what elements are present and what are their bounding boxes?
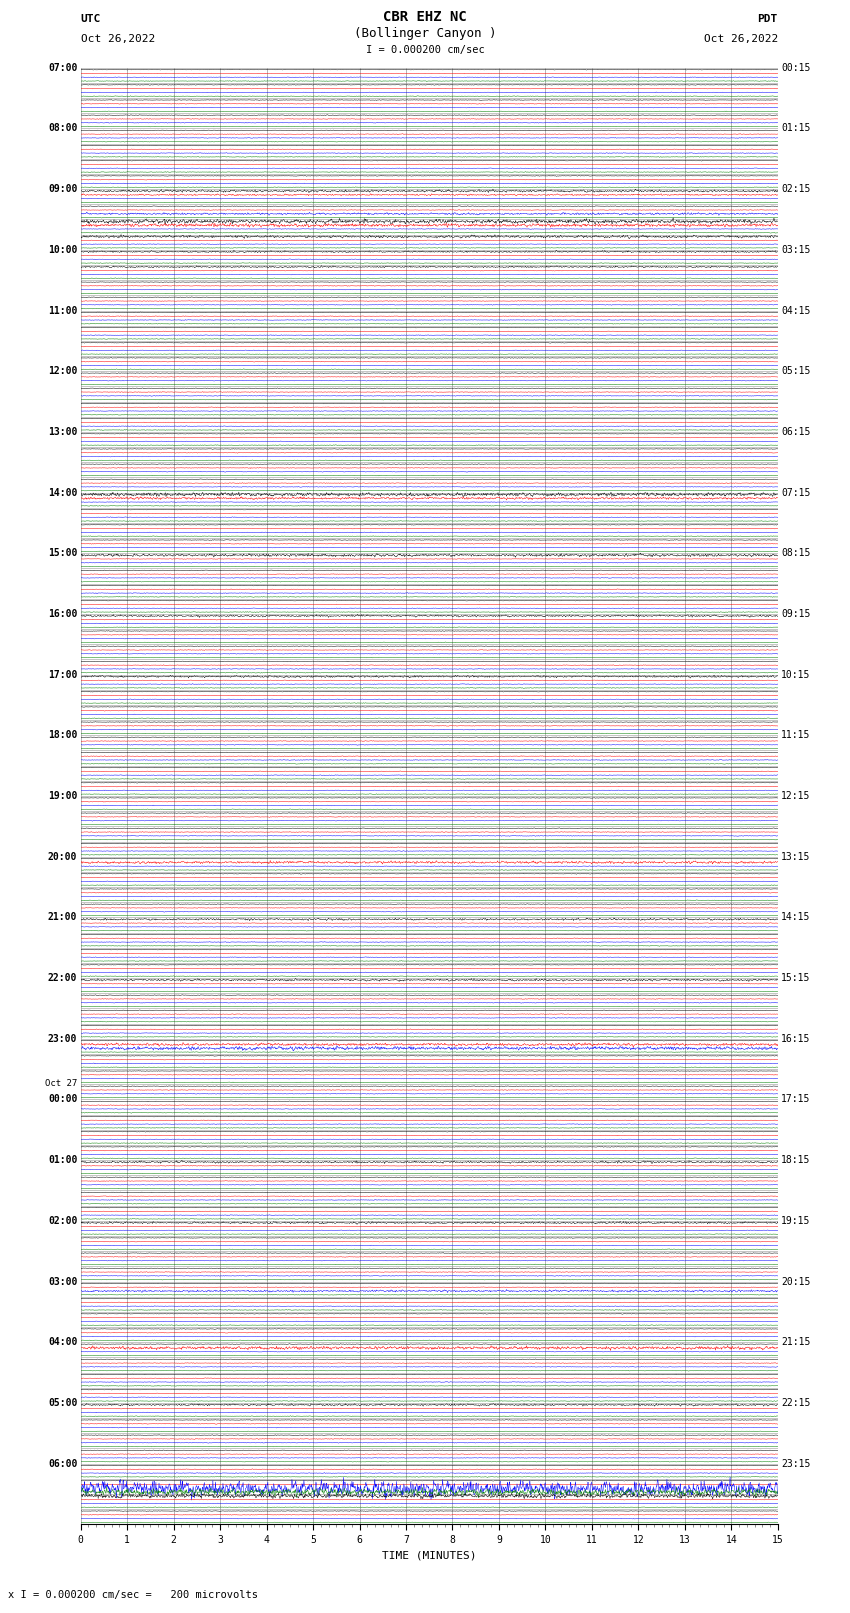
Text: 23:00: 23:00: [48, 1034, 77, 1044]
Text: 02:15: 02:15: [781, 184, 811, 194]
Text: 13:15: 13:15: [781, 852, 811, 861]
Text: 02:00: 02:00: [48, 1216, 77, 1226]
Text: 17:00: 17:00: [48, 669, 77, 679]
Text: 05:15: 05:15: [781, 366, 811, 376]
Text: 05:00: 05:00: [48, 1398, 77, 1408]
Text: 20:15: 20:15: [781, 1276, 811, 1287]
Text: 20:00: 20:00: [48, 852, 77, 861]
Text: 10:15: 10:15: [781, 669, 811, 679]
Text: 12:15: 12:15: [781, 790, 811, 802]
Text: 21:15: 21:15: [781, 1337, 811, 1347]
Text: 23:15: 23:15: [781, 1458, 811, 1468]
Text: Oct 26,2022: Oct 26,2022: [81, 34, 155, 44]
Text: 19:15: 19:15: [781, 1216, 811, 1226]
Text: 17:15: 17:15: [781, 1095, 811, 1105]
Text: 08:15: 08:15: [781, 548, 811, 558]
Text: 03:00: 03:00: [48, 1276, 77, 1287]
Text: 14:00: 14:00: [48, 487, 77, 497]
Text: 16:15: 16:15: [781, 1034, 811, 1044]
Text: 13:00: 13:00: [48, 427, 77, 437]
Text: x I = 0.000200 cm/sec =   200 microvolts: x I = 0.000200 cm/sec = 200 microvolts: [8, 1590, 258, 1600]
Text: 08:00: 08:00: [48, 124, 77, 134]
Text: I = 0.000200 cm/sec: I = 0.000200 cm/sec: [366, 45, 484, 55]
Text: 06:00: 06:00: [48, 1458, 77, 1468]
Text: Oct 27: Oct 27: [45, 1079, 77, 1087]
Text: 01:15: 01:15: [781, 124, 811, 134]
Text: 04:00: 04:00: [48, 1337, 77, 1347]
X-axis label: TIME (MINUTES): TIME (MINUTES): [382, 1550, 477, 1560]
Text: 03:15: 03:15: [781, 245, 811, 255]
Text: 19:00: 19:00: [48, 790, 77, 802]
Text: 22:00: 22:00: [48, 973, 77, 982]
Text: 00:15: 00:15: [781, 63, 811, 73]
Text: Oct 26,2022: Oct 26,2022: [704, 34, 778, 44]
Text: 09:00: 09:00: [48, 184, 77, 194]
Text: 12:00: 12:00: [48, 366, 77, 376]
Text: 18:00: 18:00: [48, 731, 77, 740]
Text: 07:15: 07:15: [781, 487, 811, 497]
Text: 18:15: 18:15: [781, 1155, 811, 1165]
Text: PDT: PDT: [757, 15, 778, 24]
Text: 07:00: 07:00: [48, 63, 77, 73]
Text: 00:00: 00:00: [48, 1095, 77, 1105]
Text: 21:00: 21:00: [48, 913, 77, 923]
Text: UTC: UTC: [81, 15, 101, 24]
Text: (Bollinger Canyon ): (Bollinger Canyon ): [354, 27, 496, 40]
Text: 10:00: 10:00: [48, 245, 77, 255]
Text: 22:15: 22:15: [781, 1398, 811, 1408]
Text: 01:00: 01:00: [48, 1155, 77, 1165]
Text: 15:00: 15:00: [48, 548, 77, 558]
Text: 09:15: 09:15: [781, 610, 811, 619]
Text: 06:15: 06:15: [781, 427, 811, 437]
Text: 16:00: 16:00: [48, 610, 77, 619]
Text: 11:00: 11:00: [48, 305, 77, 316]
Text: 14:15: 14:15: [781, 913, 811, 923]
Text: 04:15: 04:15: [781, 305, 811, 316]
Text: 11:15: 11:15: [781, 731, 811, 740]
Text: 15:15: 15:15: [781, 973, 811, 982]
Text: CBR EHZ NC: CBR EHZ NC: [383, 10, 467, 24]
